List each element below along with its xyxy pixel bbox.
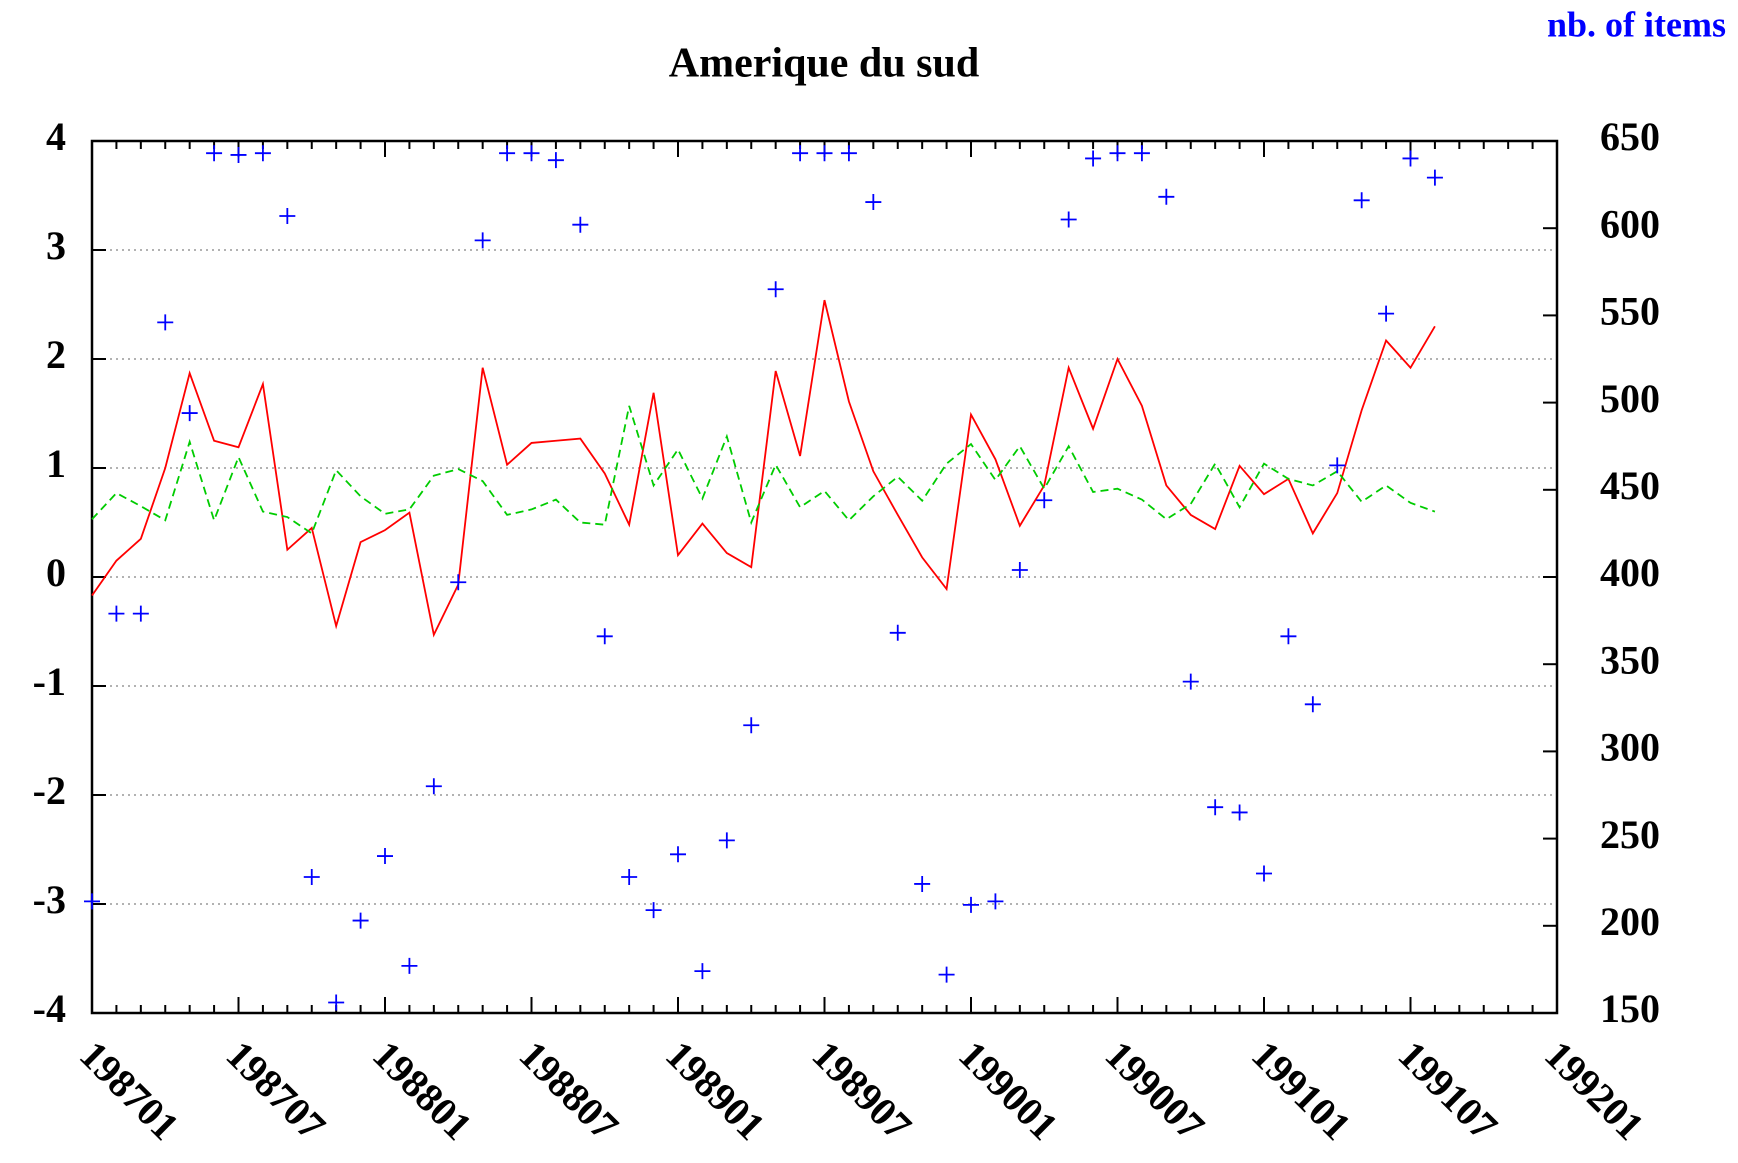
point [1036, 492, 1053, 509]
point [1109, 145, 1126, 162]
y2-tick-label: 450 [1600, 463, 1660, 508]
point [1085, 150, 1102, 167]
point [645, 902, 662, 919]
point [328, 994, 345, 1011]
line [91, 299, 1436, 638]
point [1353, 192, 1370, 209]
x-tick-label: 198907 [804, 1032, 921, 1149]
point [621, 868, 638, 885]
y-tick-label: 0 [46, 550, 66, 595]
point [450, 574, 467, 591]
point [499, 145, 516, 162]
point [474, 232, 491, 249]
point [1158, 188, 1175, 205]
point [1402, 150, 1419, 167]
chart-title: Amerique du sud [669, 41, 979, 87]
y2-tick-label: 200 [1600, 899, 1660, 944]
point [1182, 673, 1199, 690]
point [792, 145, 809, 162]
y2-tick-label: 350 [1600, 637, 1660, 682]
point [230, 146, 247, 163]
y-tick-label: 2 [46, 332, 66, 377]
x-tick-label: 198807 [511, 1032, 628, 1149]
point [1378, 305, 1395, 322]
y-tick-label: 1 [46, 441, 66, 486]
point [1060, 211, 1077, 228]
point [1133, 145, 1150, 162]
point [572, 216, 589, 233]
point [840, 145, 857, 162]
point [767, 281, 784, 298]
point [254, 145, 271, 162]
y2-tick-label: 150 [1600, 986, 1660, 1031]
point [279, 207, 296, 224]
point [865, 194, 882, 211]
point [694, 963, 711, 980]
point [108, 605, 125, 622]
point [987, 893, 1004, 910]
y2-axis-label: nb. of items [1547, 4, 1726, 44]
point [1280, 628, 1297, 645]
x-tick-label: 199101 [1243, 1032, 1360, 1149]
point [425, 778, 442, 795]
x-tick-label: 199007 [1097, 1032, 1214, 1149]
y-tick-label: 3 [46, 223, 66, 268]
point [547, 152, 564, 169]
point [352, 912, 369, 929]
point [1304, 696, 1321, 713]
point [181, 405, 198, 422]
point [1011, 562, 1028, 579]
point [206, 145, 223, 162]
point [84, 893, 100, 910]
y2-tick-label: 250 [1600, 812, 1660, 857]
point [743, 717, 760, 734]
x-tick-label: 198701 [71, 1032, 188, 1149]
point [1426, 169, 1443, 186]
point [401, 957, 418, 974]
point [377, 848, 393, 865]
y-tick-label: -3 [33, 877, 66, 922]
y2-tick-label: 500 [1600, 376, 1660, 421]
point [1231, 804, 1248, 821]
y2-tick-label: 650 [1600, 114, 1660, 159]
point [938, 966, 955, 983]
x-tick-label: 198801 [364, 1032, 481, 1149]
line [91, 405, 1436, 535]
x-tick-label: 198707 [218, 1032, 335, 1149]
y2-tick-label: 300 [1600, 725, 1660, 770]
point [596, 628, 613, 645]
point [132, 605, 149, 622]
point [523, 145, 540, 162]
y2-tick-label: 400 [1600, 550, 1660, 595]
point [670, 846, 686, 863]
point [157, 314, 174, 331]
point [1207, 799, 1224, 816]
point [889, 624, 906, 641]
x-tick-label: 199107 [1390, 1032, 1507, 1149]
y2-tick-label: 550 [1600, 289, 1660, 334]
y2-tick-label: 600 [1600, 201, 1660, 246]
x-tick-label: 198901 [657, 1032, 774, 1149]
y-tick-label: -2 [33, 768, 66, 813]
y-tick-label: -1 [33, 659, 66, 704]
point [914, 875, 931, 892]
y-tick-label: -4 [33, 986, 66, 1031]
point [718, 832, 735, 849]
x-tick-label: 199001 [950, 1032, 1067, 1149]
point [1256, 865, 1272, 882]
point [303, 868, 320, 885]
point [816, 145, 833, 162]
y-tick-label: 4 [46, 114, 66, 159]
point [963, 896, 979, 913]
point [1329, 457, 1346, 474]
x-tick-label: 199201 [1536, 1032, 1653, 1149]
plot-frame [90, 139, 1559, 1015]
